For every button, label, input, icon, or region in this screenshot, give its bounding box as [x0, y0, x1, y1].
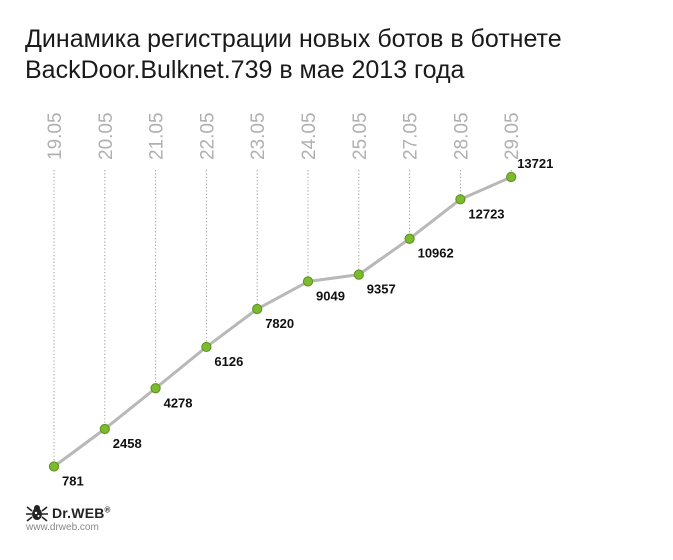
chart-title: Динамика регистрации новых ботов в ботне… — [25, 24, 655, 86]
data-label-3: 6126 — [214, 354, 243, 369]
data-label-8: 12723 — [468, 206, 504, 221]
x-tick-label-9: 29.05 — [502, 112, 523, 160]
data-label-2: 4278 — [164, 395, 193, 410]
data-point-1 — [99, 423, 110, 435]
series-line — [53, 175, 512, 468]
data-point-4 — [252, 303, 263, 315]
data-point-6 — [353, 269, 364, 280]
x-tick-label-3: 22.05 — [197, 112, 218, 160]
data-point-8 — [455, 194, 466, 205]
x-tick-label-4: 23.05 — [248, 112, 269, 160]
x-tick-label-8: 28.05 — [451, 112, 472, 160]
brand-name: Dr.WEB® — [52, 505, 111, 521]
chart-title-line-1: Динамика регистрации новых ботов в ботне… — [25, 25, 562, 53]
data-point-7 — [404, 233, 415, 244]
x-tick-label-0: 19.05 — [45, 112, 66, 160]
data-label-5: 9049 — [316, 289, 345, 304]
data-point-9 — [506, 171, 517, 183]
x-tick-label-5: 24.05 — [299, 112, 320, 160]
data-label-9: 13721 — [517, 156, 553, 171]
brand-registered-mark: ® — [104, 505, 111, 515]
data-label-6: 9357 — [367, 282, 396, 297]
brand-name-text: Dr.WEB — [52, 505, 105, 521]
x-tick-label-1: 20.05 — [96, 112, 117, 160]
data-label-0: 781 — [62, 474, 84, 489]
data-label-4: 7820 — [265, 316, 294, 331]
data-point-2 — [150, 383, 161, 394]
spider-icon — [26, 505, 48, 522]
data-label-1: 2458 — [113, 436, 142, 451]
line-chart: 19.05 20.05 21.05 22.05 23.05 24.05 25.05 27.05… — [45, 112, 553, 489]
x-tick-label-7: 27.05 — [401, 112, 422, 160]
data-point-5 — [302, 276, 314, 287]
data-label-7: 10962 — [418, 246, 454, 261]
chart-title-line-2: BackDoor.Bulknet.739 в мае 2013 года — [25, 56, 465, 84]
x-tick-label-2: 21.05 — [147, 112, 168, 160]
data-point-0 — [48, 461, 60, 472]
brand-url: www.drweb.com — [26, 522, 99, 533]
x-tick-label-6: 25.05 — [350, 112, 371, 160]
data-point-3 — [201, 341, 212, 353]
